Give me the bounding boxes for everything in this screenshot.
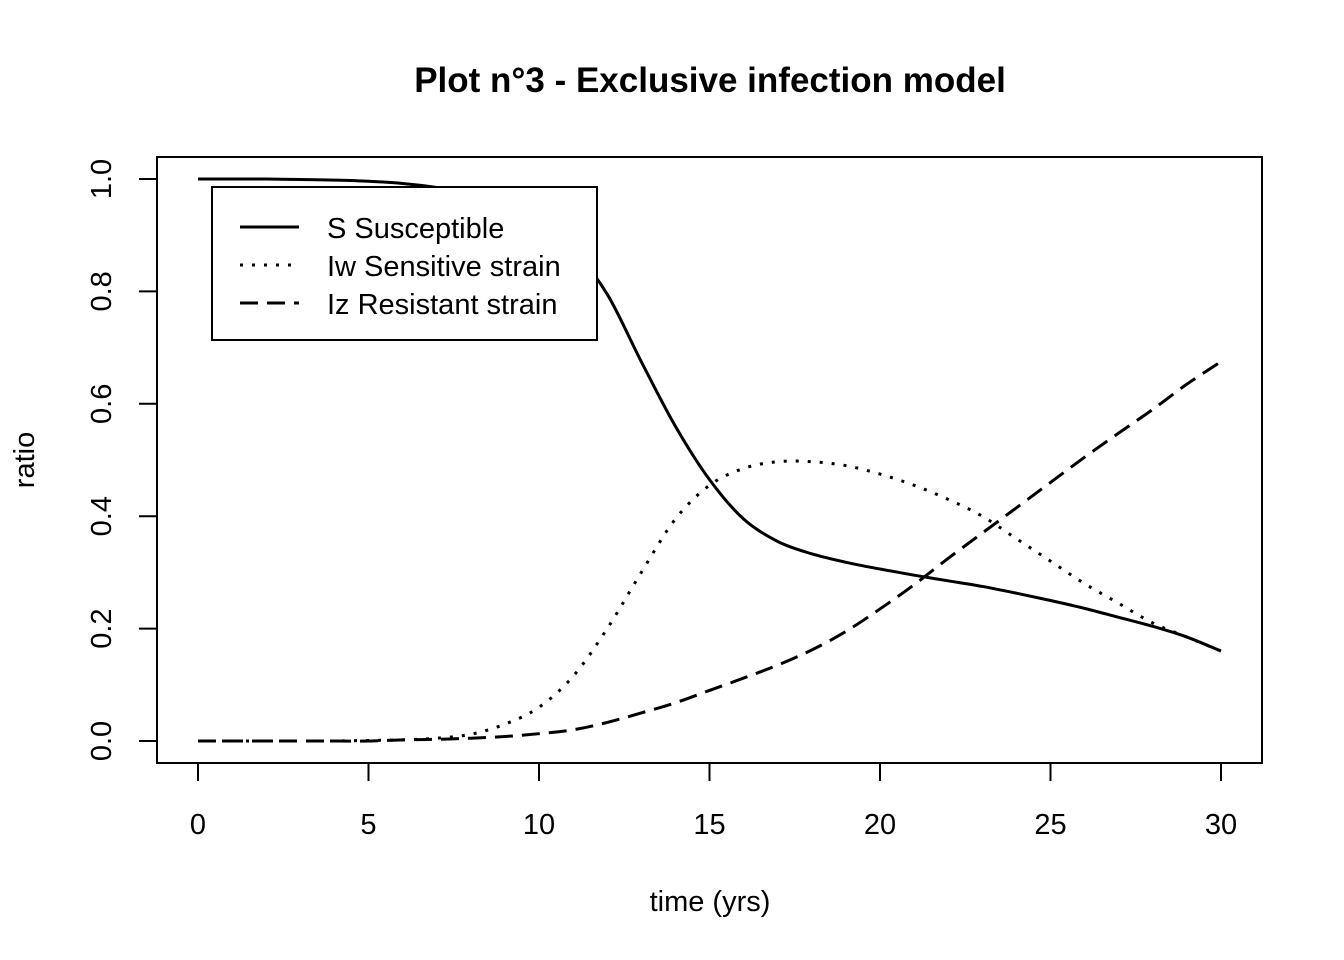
y-tick-label: 0.4 [86, 496, 118, 536]
x-axis-label: time (yrs) [650, 886, 771, 918]
x-tick-label: 0 [190, 809, 206, 841]
legend: S Susceptible Iw Sensitive strain Iz Res… [211, 186, 598, 341]
legend-label-sensitive: Iw Sensitive strain [327, 251, 561, 283]
x-axis: 0 5 10 15 20 25 30 [190, 762, 1237, 841]
y-tick-label: 0.0 [86, 721, 118, 761]
series-layer [198, 177, 1222, 743]
series-line-dotted [198, 459, 1222, 743]
x-tick-label: 20 [864, 809, 896, 841]
series-line-solid [198, 177, 1222, 653]
x-tick-label: 25 [1034, 809, 1066, 841]
x-tick-label: 15 [693, 809, 725, 841]
y-tick-label: 0.6 [86, 384, 118, 424]
y-tick-label: 1.0 [86, 159, 118, 199]
y-axis-label: ratio [9, 432, 41, 488]
series-line-dashed [198, 360, 1222, 743]
y-axis: 0.0 0.2 0.4 0.6 0.8 1.0 [86, 159, 158, 761]
x-tick-label: 10 [523, 809, 555, 841]
x-tick-label: 5 [360, 809, 376, 841]
legend-label-susceptible: S Susceptible [327, 213, 504, 245]
y-tick-label: 0.2 [86, 608, 118, 648]
legend-label-resistant: Iz Resistant strain [327, 289, 557, 321]
chart-title: Plot n°3 - Exclusive infection model [414, 61, 1006, 100]
x-tick-label: 30 [1205, 809, 1237, 841]
y-tick-label: 0.8 [86, 271, 118, 311]
